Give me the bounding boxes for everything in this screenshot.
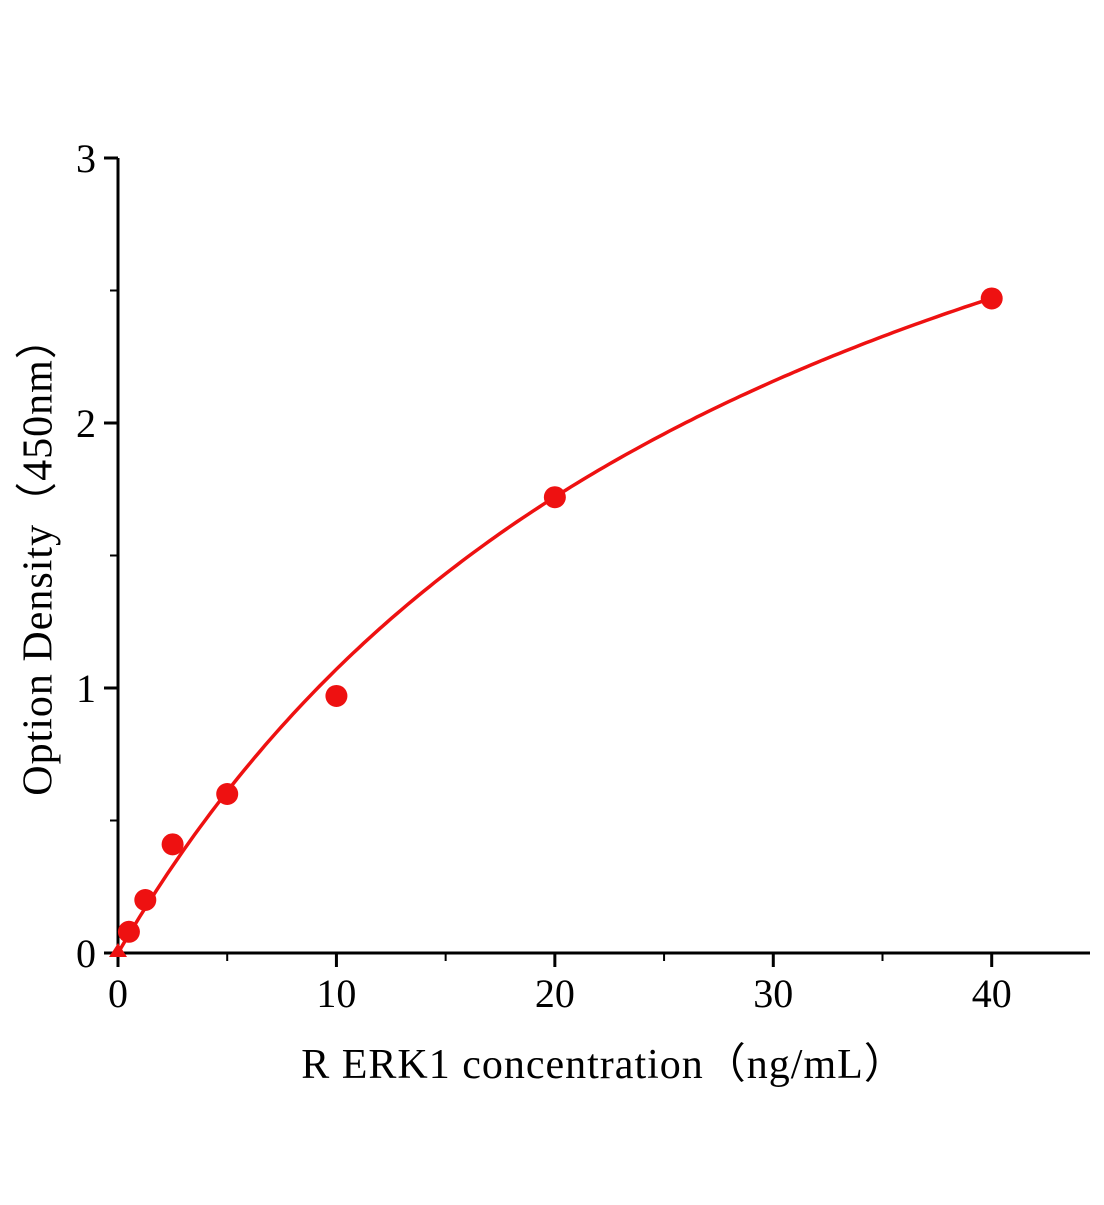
y-tick-label: 1 bbox=[76, 666, 96, 711]
x-tick-label: 20 bbox=[535, 971, 575, 1016]
data-point bbox=[117, 920, 140, 943]
x-tick-label: 0 bbox=[108, 971, 128, 1016]
x-tick-label: 40 bbox=[972, 971, 1012, 1016]
data-point bbox=[216, 783, 239, 805]
data-point bbox=[543, 486, 566, 509]
y-tick-label: 2 bbox=[76, 401, 96, 446]
data-point bbox=[134, 889, 157, 911]
y-tick-label: 0 bbox=[76, 931, 96, 976]
x-axis-title: R ERK1 concentration（ng/mL） bbox=[301, 1042, 907, 1088]
y-tick-label: 3 bbox=[76, 136, 96, 181]
data-point-origin bbox=[109, 943, 127, 957]
fit-curve bbox=[116, 296, 994, 955]
x-tick-label: 10 bbox=[316, 971, 356, 1016]
data-point bbox=[325, 684, 348, 707]
x-tick-label: 30 bbox=[753, 971, 793, 1016]
data-point bbox=[161, 833, 184, 856]
y-axis-title: Option Density（450nm） bbox=[15, 316, 62, 796]
data-point bbox=[980, 287, 1003, 310]
